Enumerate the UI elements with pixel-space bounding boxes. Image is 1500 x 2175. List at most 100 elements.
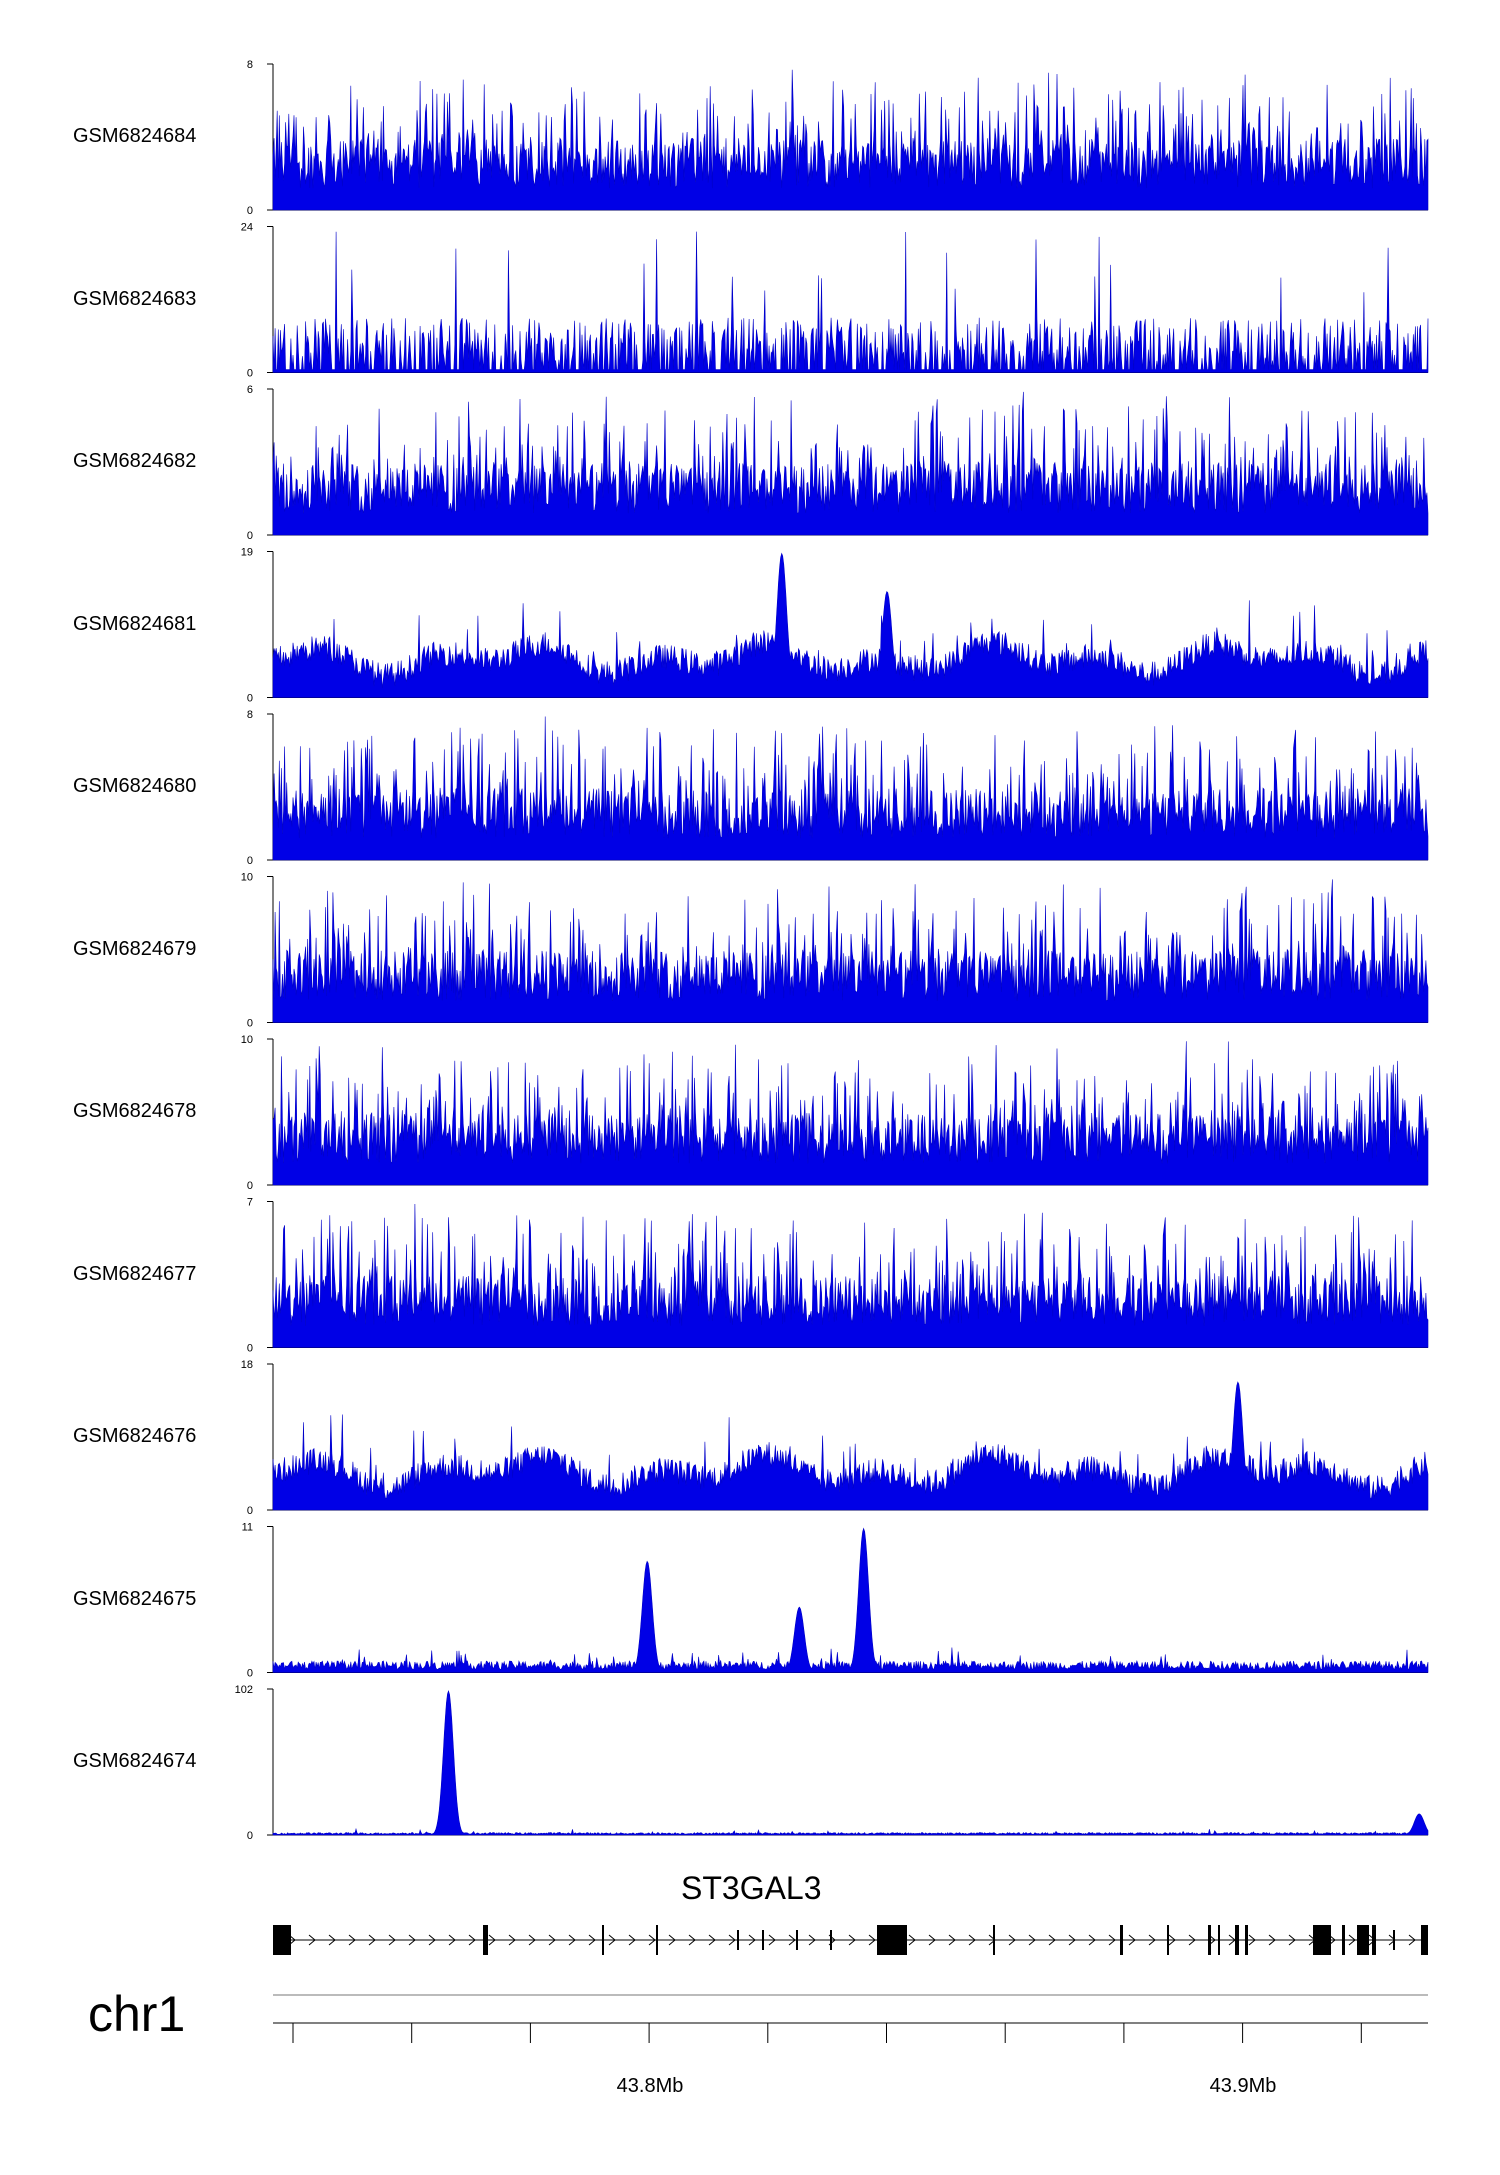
track-GSM6824677: 70 xyxy=(247,1197,1429,1355)
strand-arrow xyxy=(688,1934,696,1946)
strand-arrow xyxy=(768,1934,776,1946)
track-label: GSM6824683 xyxy=(73,287,197,310)
strand-arrow xyxy=(1168,1934,1176,1946)
track-GSM6824674: 102 0 xyxy=(235,1684,1429,1842)
track-GSM6824683: 24 0 xyxy=(241,222,1429,380)
gene-label: ST3GAL3 xyxy=(681,1870,822,1906)
exon xyxy=(1372,1925,1376,1955)
coverage-area xyxy=(272,1041,1429,1186)
gene-model xyxy=(273,1925,1428,1955)
coverage-area xyxy=(272,231,1429,373)
exon xyxy=(1313,1925,1331,1955)
strand-arrow xyxy=(1088,1934,1096,1946)
strand-arrow xyxy=(488,1934,496,1946)
strand-arrow xyxy=(588,1934,596,1946)
strand-arrow xyxy=(1188,1934,1196,1946)
strand-arrow xyxy=(448,1934,456,1946)
strand-arrow xyxy=(1008,1934,1016,1946)
coverage-area xyxy=(272,552,1429,698)
strand-arrow xyxy=(788,1934,796,1946)
strand-arrow xyxy=(1408,1934,1416,1946)
coverage-area xyxy=(272,879,1429,1023)
chromosome-label: chr1 xyxy=(88,1986,186,2042)
y-tick-label: 8 xyxy=(247,59,253,71)
coverage-area xyxy=(272,1527,1429,1673)
exon xyxy=(1235,1925,1239,1955)
track-label: GSM6824680 xyxy=(73,775,197,797)
strand-arrow xyxy=(388,1934,396,1946)
y-tick-label: 0 xyxy=(247,368,253,380)
track-GSM6824682: 60 xyxy=(247,384,1429,542)
track-label: GSM6824674 xyxy=(73,1750,197,1772)
strand-arrow xyxy=(1348,1934,1356,1946)
y-tick-label: 19 xyxy=(241,547,253,559)
track-GSM6824684: 80 xyxy=(247,59,1429,217)
coverage-area xyxy=(272,1203,1429,1348)
strand-arrow xyxy=(1148,1934,1156,1946)
strand-arrow xyxy=(1248,1934,1256,1946)
strand-arrow xyxy=(348,1934,356,1946)
strand-arrow xyxy=(1128,1934,1136,1946)
x-tick-label: 43.8Mb xyxy=(616,2075,684,2097)
track-label: GSM6824677 xyxy=(73,1262,197,1285)
strand-arrow xyxy=(468,1934,476,1946)
track-GSM6824675: 11 0 xyxy=(242,1522,1429,1680)
y-tick-label: 0 xyxy=(247,530,253,542)
y-tick-label: 0 xyxy=(247,1830,253,1842)
strand-arrow xyxy=(848,1934,856,1946)
strand-arrow xyxy=(668,1934,676,1946)
track-label: GSM6824679 xyxy=(73,937,197,960)
strand-arrow xyxy=(408,1934,416,1946)
strand-arrow xyxy=(528,1934,536,1946)
y-tick-label: 0 xyxy=(247,205,253,217)
exon xyxy=(273,1925,291,1955)
exon xyxy=(1167,1925,1169,1955)
strand-arrow xyxy=(648,1934,656,1946)
strand-arrow xyxy=(968,1934,976,1946)
exon xyxy=(1357,1925,1369,1955)
track-GSM6824679: 10 0 xyxy=(241,872,1429,1030)
x-tick-label: 43.9Mb xyxy=(1209,2075,1277,2097)
strand-arrow xyxy=(508,1934,516,1946)
track-label: GSM6824681 xyxy=(73,612,197,635)
strand-arrow xyxy=(328,1934,336,1946)
exon xyxy=(656,1925,658,1955)
strand-arrow xyxy=(608,1934,616,1946)
strand-arrow xyxy=(928,1934,936,1946)
y-tick-label: 18 xyxy=(241,1359,253,1371)
exon xyxy=(796,1930,798,1950)
exon xyxy=(877,1925,907,1955)
track-GSM6824676: 18 0 xyxy=(241,1359,1429,1517)
track-GSM6824678: 10 0 xyxy=(241,1034,1429,1192)
strand-arrow xyxy=(748,1934,756,1946)
strand-arrow xyxy=(1028,1934,1036,1946)
y-tick-label: 7 xyxy=(247,1197,253,1209)
exon xyxy=(1245,1925,1248,1955)
exon xyxy=(993,1925,995,1955)
strand-arrow xyxy=(1108,1934,1116,1946)
track-GSM6824680: 80 xyxy=(247,709,1429,867)
strand-arrow xyxy=(368,1934,376,1946)
exon xyxy=(1393,1930,1395,1950)
y-tick-label: 0 xyxy=(247,1343,253,1355)
track-label: GSM6824675 xyxy=(73,1587,197,1610)
strand-arrow xyxy=(1048,1934,1056,1946)
y-tick-label: 0 xyxy=(247,1505,253,1517)
y-tick-label: 24 xyxy=(241,222,253,234)
strand-arrow xyxy=(708,1934,716,1946)
y-tick-label: 8 xyxy=(247,709,253,721)
track-GSM6824681: 19 0 xyxy=(241,547,1429,705)
exon xyxy=(1218,1925,1220,1955)
coverage-area xyxy=(272,716,1429,861)
track-label: GSM6824676 xyxy=(73,1425,197,1447)
y-tick-label: 0 xyxy=(247,1180,253,1192)
strand-arrow xyxy=(308,1934,316,1946)
track-label: GSM6824682 xyxy=(73,450,197,472)
coverage-area xyxy=(272,1381,1429,1511)
exon xyxy=(1421,1925,1428,1955)
exon xyxy=(830,1930,832,1950)
exon xyxy=(737,1930,739,1950)
strand-arrow xyxy=(428,1934,436,1946)
